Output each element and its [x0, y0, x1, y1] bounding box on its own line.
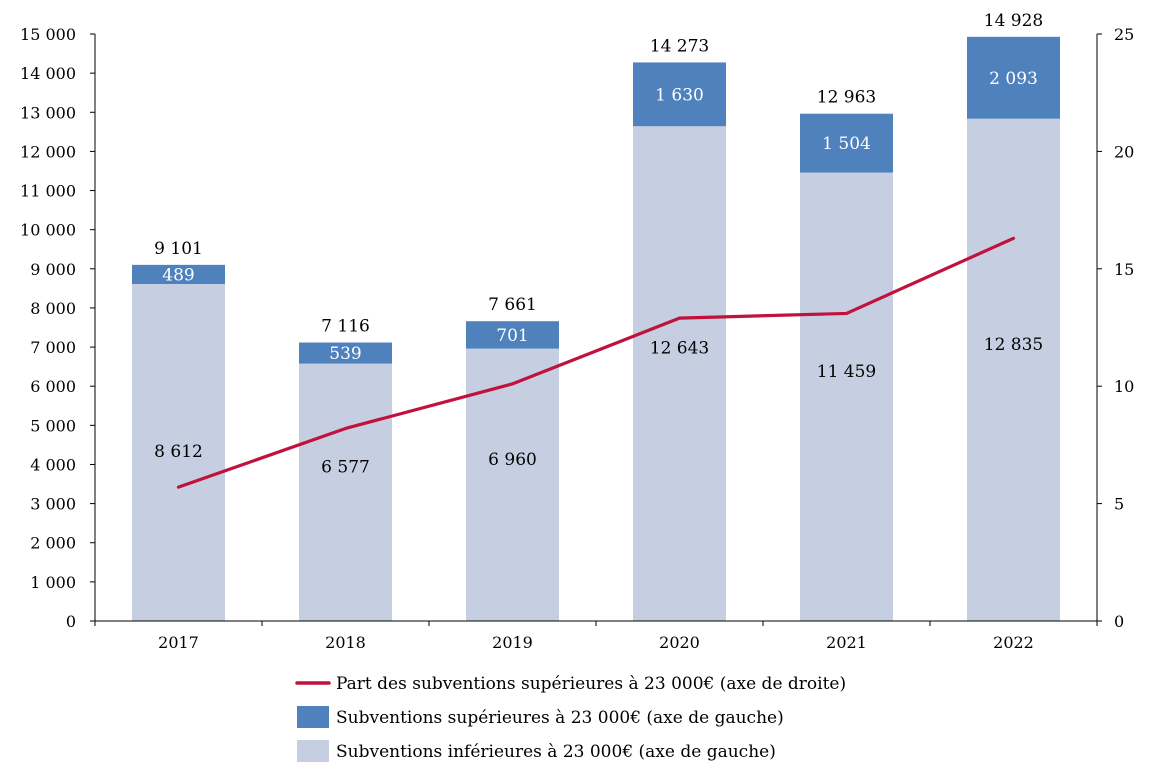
bar-upper-2022 [967, 36, 1060, 119]
right-tick-label: 10 [1114, 377, 1134, 396]
label-lower-2019: 6 960 [488, 450, 537, 470]
bars-layer [132, 36, 1060, 621]
x-tick-label-2021: 2021 [826, 633, 867, 652]
bar-lower-2018 [299, 363, 392, 621]
legend-swatch-lower [297, 740, 329, 762]
left-tick-label: 9 000 [30, 260, 76, 279]
left-tick-label: 8 000 [30, 299, 76, 318]
label-lower-2018: 6 577 [321, 457, 370, 477]
bar-lower-2021 [800, 172, 893, 621]
label-upper-2022: 2 093 [989, 69, 1038, 89]
left-tick-label: 5 000 [30, 416, 76, 435]
bar-upper-2021 [800, 113, 893, 173]
right-tick-label: 5 [1114, 495, 1124, 514]
line-layer [176, 236, 1016, 489]
bar-upper-2018 [299, 342, 392, 364]
left-tick-label: 2 000 [30, 534, 76, 553]
left-tick-label: 3 000 [30, 495, 76, 514]
left-tick-label: 10 000 [20, 221, 76, 240]
right-tick-label: 25 [1114, 25, 1134, 44]
data-labels-layer: 8 612 489 9 101 6 577 539 7 116 6 960 701 7 661 1… [154, 11, 1043, 477]
share-line [176, 236, 1016, 489]
legend: Part des subventions supérieures à 23 00… [295, 674, 846, 762]
left-tick-label: 11 000 [20, 182, 76, 201]
left-tick-label: 0 [66, 612, 76, 631]
label-upper-2018: 539 [329, 344, 361, 364]
right-tick-label: 0 [1114, 612, 1124, 631]
right-tick-label: 15 [1114, 260, 1134, 279]
label-total-2017: 9 101 [154, 239, 203, 259]
bar-lower-2017 [132, 283, 225, 621]
label-upper-2021: 1 504 [822, 134, 871, 154]
left-tick-label: 6 000 [30, 377, 76, 396]
axes-layer: 0 1 000 2 000 3 000 4 000 5 000 6 000 7 000 8 00… [20, 25, 1134, 652]
label-total-2020: 14 273 [650, 36, 709, 56]
label-lower-2022: 12 835 [984, 335, 1043, 355]
legend-label-share: Part des subventions supérieures à 23 00… [336, 674, 846, 694]
label-upper-2019: 701 [496, 326, 528, 346]
bar-lower-2022 [967, 118, 1060, 621]
x-tick-label-2019: 2019 [492, 633, 533, 652]
left-tick-label: 4 000 [30, 455, 76, 474]
label-total-2018: 7 116 [321, 317, 370, 337]
x-tick-label-2020: 2020 [659, 633, 700, 652]
left-tick-label: 1 000 [30, 573, 76, 592]
x-tick-label-2017: 2017 [158, 633, 199, 652]
legend-label-upper: Subventions supérieures à 23 000€ (axe d… [336, 708, 784, 728]
label-lower-2017: 8 612 [154, 442, 203, 462]
bar-upper-2017 [132, 264, 225, 284]
left-tick-label: 14 000 [20, 64, 76, 83]
label-upper-2017: 489 [162, 265, 194, 285]
bar-lower-2019 [466, 348, 559, 621]
label-lower-2021: 11 459 [817, 362, 876, 382]
bar-upper-2020 [633, 62, 726, 127]
label-total-2022: 14 928 [984, 11, 1043, 31]
bar-lower-2020 [633, 126, 726, 621]
label-total-2019: 7 661 [488, 295, 537, 315]
label-lower-2020: 12 643 [650, 339, 709, 359]
label-upper-2020: 1 630 [655, 85, 704, 105]
right-tick-label: 20 [1114, 142, 1134, 161]
left-tick-label: 15 000 [20, 25, 76, 44]
left-tick-label: 12 000 [20, 142, 76, 161]
legend-label-lower: Subventions inférieures à 23 000€ (axe d… [336, 742, 776, 762]
bar-upper-2019 [466, 321, 559, 349]
left-tick-label: 13 000 [20, 103, 76, 122]
left-tick-label: 7 000 [30, 338, 76, 357]
label-total-2021: 12 963 [817, 88, 876, 108]
x-tick-label-2022: 2022 [993, 633, 1034, 652]
x-tick-label-2018: 2018 [325, 633, 366, 652]
legend-swatch-upper [297, 706, 329, 728]
